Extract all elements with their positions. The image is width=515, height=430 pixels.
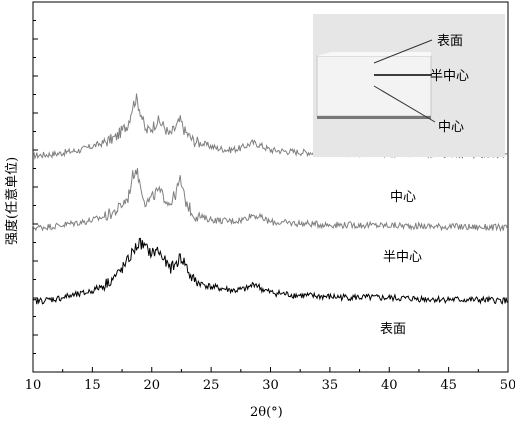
inset-label-center: 中心 <box>438 120 464 135</box>
x-tick-label: 10 <box>25 378 42 393</box>
series-line-1 <box>32 168 509 233</box>
inset-photo: 表面 半中心 中心 <box>313 14 505 157</box>
pointer-surface <box>373 39 433 64</box>
x-tick-label: 20 <box>143 378 160 393</box>
x-tick-label: 15 <box>84 378 101 393</box>
x-tick-label: 35 <box>322 378 339 393</box>
x-tick-label: 25 <box>203 378 220 393</box>
sample-top-face <box>317 52 431 56</box>
series-label-center: 中心 <box>390 190 416 205</box>
y-axis-ticks <box>33 1 38 373</box>
series-label-surface: 表面 <box>380 322 406 337</box>
series-label-half-center: 半中心 <box>383 250 422 265</box>
inset-label-surface: 表面 <box>437 34 463 49</box>
x-tick-label: 45 <box>440 378 457 393</box>
x-tick-label: 50 <box>500 378 515 393</box>
x-axis-title: 2θ(°) <box>250 405 283 420</box>
y-axis-title: 强度(任意单位) <box>4 157 20 245</box>
series-line-2 <box>32 237 509 305</box>
inset-label-half-center: 半中心 <box>430 69 469 84</box>
x-tick-label: 30 <box>262 378 279 393</box>
x-tick-label: 40 <box>381 378 398 393</box>
x-axis-ticks: 10 15 20 25 30 35 40 45 50 <box>25 367 515 393</box>
pointer-center <box>373 85 436 123</box>
sample-shadow <box>317 116 431 119</box>
